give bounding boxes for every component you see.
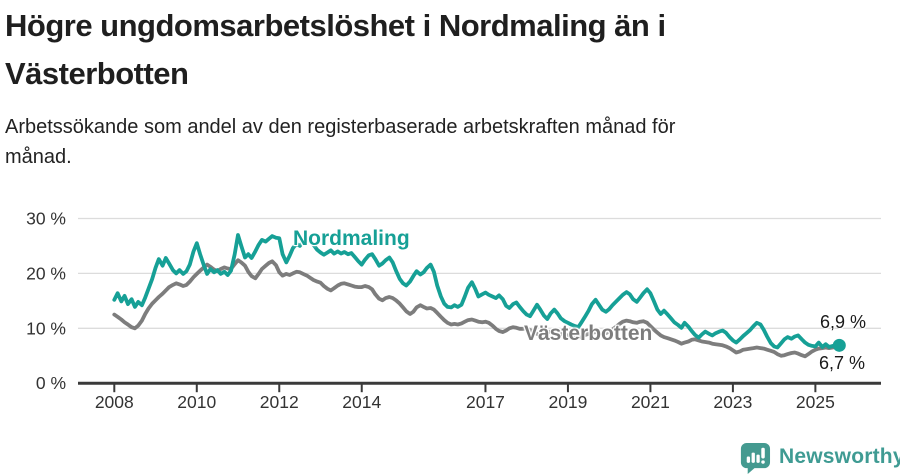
x-axis-label-2023: 2023: [713, 392, 752, 412]
x-axis-label-2014: 2014: [342, 392, 381, 412]
newsworthy-branding: Newsworthy: [738, 440, 900, 474]
series-label-nordmaling: Nordmaling: [293, 227, 410, 250]
chart-title: Högre ungdomsarbetslöshet i Nordmaling ä…: [5, 8, 666, 91]
exclamation-dot: [761, 459, 765, 464]
y-axis-label-0: 0 %: [36, 373, 66, 393]
speech-bubble-shape: [740, 442, 771, 474]
exclamation-stem: [761, 447, 765, 458]
bar-tall: [751, 452, 755, 463]
end-value-label-vasterbotten: 6,7 %: [819, 353, 866, 373]
bar-medium: [756, 454, 760, 463]
y-axis-label-20: 20 %: [26, 263, 66, 283]
series-line-västerbotten: [112, 258, 842, 359]
x-axis-label-2021: 2021: [631, 392, 670, 412]
x-axis-label-2008: 2008: [95, 392, 134, 412]
y-axis-label-10: 10 %: [26, 318, 66, 338]
series-line-nordmaling: [112, 233, 842, 350]
series-label-vasterbotten: Västerbotten: [524, 322, 653, 345]
x-axis-label-2017: 2017: [466, 392, 505, 412]
bar-small: [746, 456, 751, 463]
chart-subtitle: Arbetssökande som andel av den registerb…: [5, 116, 676, 168]
end-value-label-nordmaling: 6,9 %: [820, 312, 867, 332]
newsworthy-logo-icon: [740, 442, 771, 474]
end-dot-nordmaling: [832, 338, 846, 352]
y-axis-label-30: 30 %: [26, 209, 66, 229]
x-axis-label-2010: 2010: [177, 392, 216, 412]
x-axis-label-2025: 2025: [796, 392, 835, 412]
x-axis-label-2019: 2019: [548, 392, 587, 412]
x-axis-label-2012: 2012: [260, 392, 299, 412]
newsworthy-brand-text: Newsworthy: [779, 445, 900, 468]
